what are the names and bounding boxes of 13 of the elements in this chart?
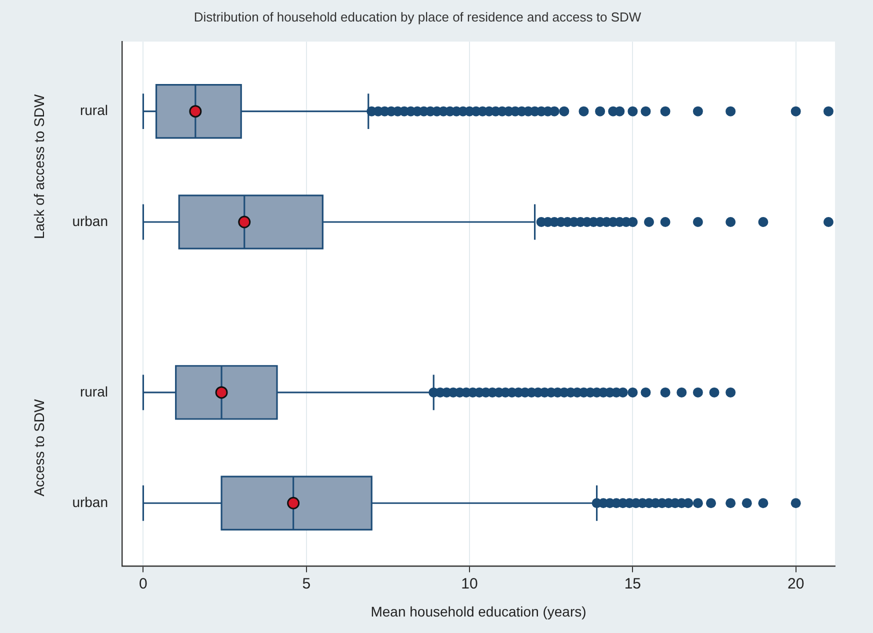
x-tick-label: 10: [461, 575, 478, 592]
y-tick-label: rural: [80, 102, 108, 118]
x-tick-label: 0: [139, 575, 148, 592]
text: Lack of access to SDW: [30, 94, 47, 240]
y-tick-label: urban: [72, 494, 108, 510]
x-axis-title: Mean household education (years): [370, 603, 586, 620]
x-tick-label: 5: [302, 575, 311, 592]
text: Access to SDW: [30, 398, 47, 496]
x-tick-label: 20: [788, 575, 804, 592]
x-tick-label: 15: [624, 575, 642, 592]
chart-title: Distribution of household education by place of residence and access to SDW: [194, 9, 642, 24]
y-tick-label: rural: [80, 383, 108, 400]
y-tick-label: urban: [72, 212, 108, 229]
